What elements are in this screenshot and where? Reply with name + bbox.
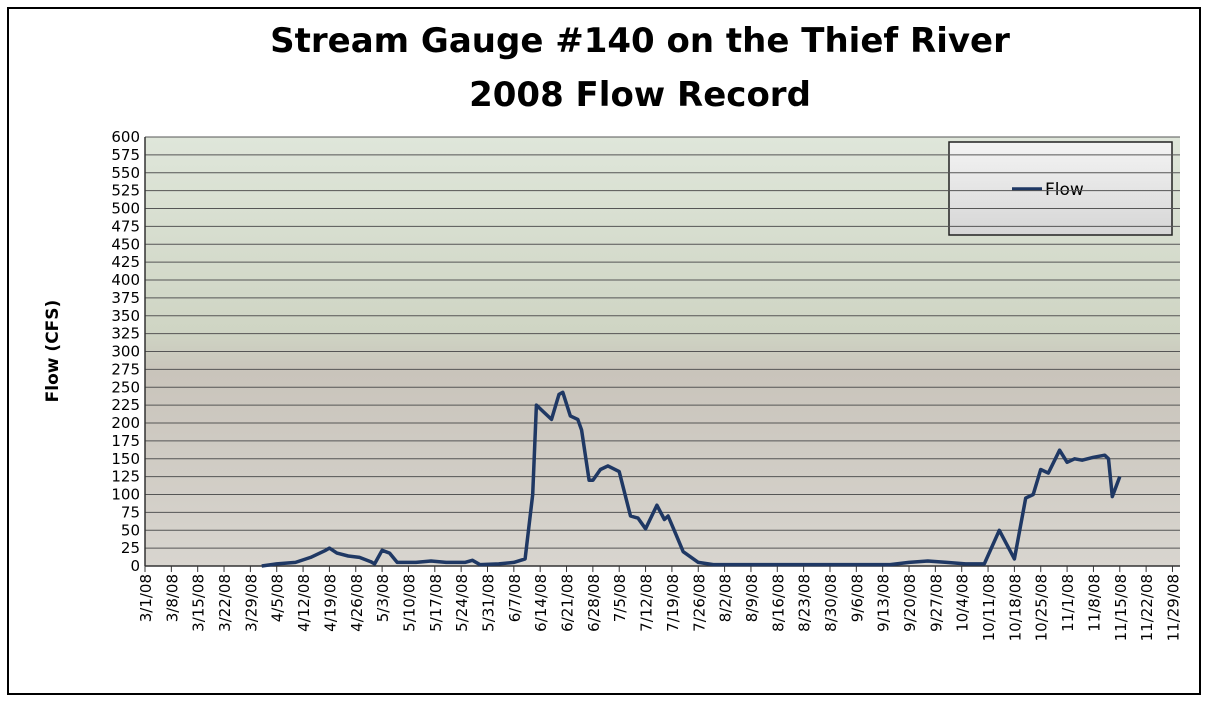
y-tick-label: 25	[121, 539, 140, 557]
x-tick-label: 6/21/08	[559, 574, 577, 632]
x-tick-label: 7/5/08	[611, 574, 629, 622]
x-tick-label: 10/11/08	[980, 574, 998, 641]
x-tick-label: 9/27/08	[927, 574, 945, 632]
x-tick-label: 11/29/08	[1164, 574, 1182, 641]
y-tick-label: 350	[111, 307, 140, 325]
x-tick-label: 11/1/08	[1059, 574, 1077, 632]
x-tick-label: 3/29/08	[242, 574, 260, 632]
x-tick-label: 8/16/08	[769, 574, 787, 632]
x-tick-label: 6/28/08	[585, 574, 603, 632]
x-tick-label: 6/7/08	[506, 574, 524, 622]
x-tick-label: 9/13/08	[875, 574, 893, 632]
x-tick-label: 3/1/08	[137, 574, 155, 622]
y-tick-label: 375	[111, 289, 140, 307]
x-tick-label: 5/17/08	[427, 574, 445, 632]
x-tick-label: 11/22/08	[1138, 574, 1156, 641]
x-tick-label: 5/10/08	[400, 574, 418, 632]
x-tick-label: 5/31/08	[479, 574, 497, 632]
x-tick-label: 3/22/08	[216, 574, 234, 632]
x-tick-label: 4/5/08	[269, 574, 287, 622]
x-tick-label: 9/20/08	[901, 574, 919, 632]
y-tick-label: 275	[111, 360, 140, 378]
chart-title: Stream Gauge #140 on the Thief River	[270, 21, 1010, 61]
y-tick-label: 425	[111, 253, 140, 271]
x-tick-label: 7/26/08	[690, 574, 708, 632]
y-tick-label: 150	[111, 450, 140, 468]
y-tick-label: 475	[111, 217, 140, 235]
x-tick-label: 8/9/08	[743, 574, 761, 622]
x-tick-label: 8/30/08	[822, 574, 840, 632]
x-tick-label: 11/15/08	[1112, 574, 1130, 641]
y-tick-label: 600	[111, 128, 140, 146]
y-tick-label: 0	[130, 557, 140, 575]
x-tick-label: 7/19/08	[664, 574, 682, 632]
y-tick-label: 450	[111, 235, 140, 253]
legend-box	[948, 141, 1173, 236]
y-tick-label: 550	[111, 164, 140, 182]
x-tick-label: 4/19/08	[321, 574, 339, 632]
x-tick-label: 10/18/08	[1006, 574, 1024, 641]
x-tick-label: 4/26/08	[348, 574, 366, 632]
x-tick-label: 8/2/08	[717, 574, 735, 622]
x-tick-label: 5/24/08	[453, 574, 471, 632]
y-tick-label: 575	[111, 146, 140, 164]
y-tick-label: 125	[111, 468, 140, 486]
x-tick-label: 9/6/08	[848, 574, 866, 622]
line-series	[261, 390, 1122, 568]
y-tick-label: 100	[111, 486, 140, 504]
y-tick-label: 50	[121, 521, 140, 539]
y-tick-label: 200	[111, 414, 140, 432]
y-axis-label: Flow (CFS)	[43, 300, 63, 403]
x-tick-label: 10/4/08	[954, 574, 972, 632]
y-tick-label: 400	[111, 271, 140, 289]
chart-subtitle: 2008 Flow Record	[469, 75, 811, 115]
y-tick-label: 75	[121, 503, 140, 521]
x-tick-label: 11/8/08	[1085, 574, 1103, 632]
x-tick-label: 8/23/08	[796, 574, 814, 632]
y-tick-label: 325	[111, 325, 140, 343]
x-tick-label: 3/15/08	[190, 574, 208, 632]
x-tick-label: 7/12/08	[638, 574, 656, 632]
y-tick-label: 300	[111, 343, 140, 361]
y-tick-label: 175	[111, 432, 140, 450]
y-tick-label: 225	[111, 396, 140, 414]
y-tick-label: 250	[111, 378, 140, 396]
y-tick-label: 500	[111, 200, 140, 218]
x-tick-label: 10/25/08	[1033, 574, 1051, 641]
legend-label: Flow	[1045, 180, 1084, 200]
legend: Flow	[948, 141, 1173, 236]
y-tick-label: 525	[111, 182, 140, 200]
x-tick-label: 5/3/08	[374, 574, 392, 622]
x-tick-label: 6/14/08	[532, 574, 550, 632]
x-tick-label: 4/12/08	[295, 574, 313, 632]
x-tick-label: 3/8/08	[163, 574, 181, 622]
